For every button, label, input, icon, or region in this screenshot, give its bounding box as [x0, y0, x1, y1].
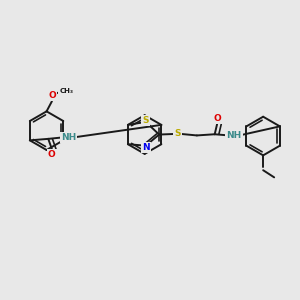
Text: S: S: [142, 116, 149, 125]
Text: O: O: [213, 114, 221, 123]
Text: O: O: [48, 92, 56, 100]
Text: N: N: [142, 143, 150, 152]
Text: NH: NH: [226, 131, 242, 140]
Text: NH: NH: [61, 133, 76, 142]
Text: O: O: [48, 150, 56, 159]
Text: S: S: [174, 130, 181, 139]
Text: CH₃: CH₃: [59, 88, 73, 94]
